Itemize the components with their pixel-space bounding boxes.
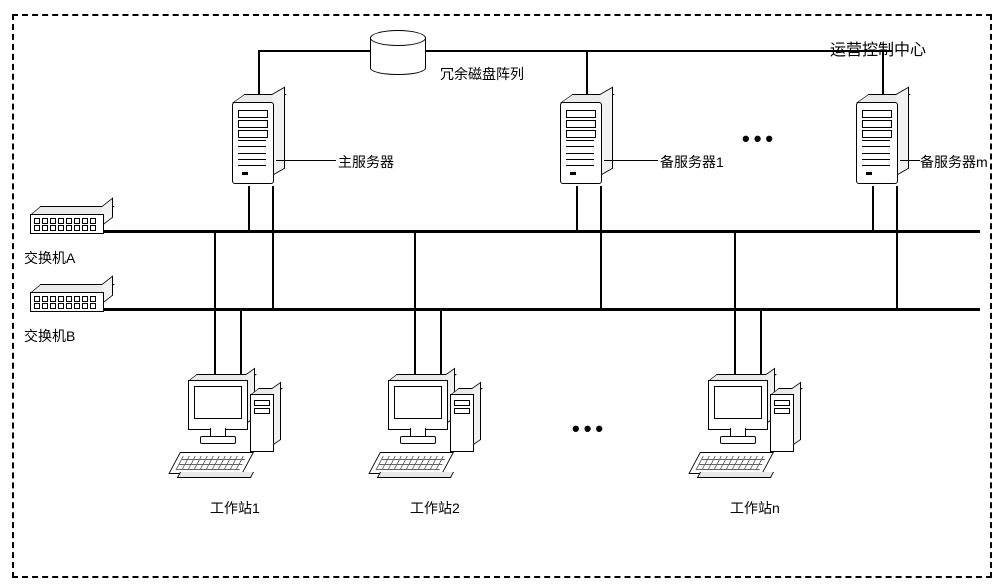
server-main-leader [276, 160, 336, 161]
switch-a-label: 交换机A [24, 248, 75, 268]
server-ellipsis: ••• [742, 126, 777, 152]
workstation-ellipsis: ••• [572, 416, 607, 442]
server-rail [258, 50, 892, 52]
workstation-2-icon [380, 380, 490, 490]
server-backup1-icon [560, 94, 616, 186]
diagram-canvas: { "frame": { "x": 12, "y": 14, "w": 976,… [0, 0, 1000, 587]
server-backupm-icon [856, 94, 912, 186]
server-bakm-rail-drop [882, 50, 884, 100]
frame [12, 14, 992, 578]
server-backupm-label: 备服务器m [920, 152, 988, 172]
server-main-icon [232, 94, 288, 186]
riser-ws2-a [414, 231, 416, 379]
server-bak1-leader [604, 160, 658, 161]
disk-array-icon [370, 30, 424, 74]
bus-bottom [62, 308, 980, 311]
switch-a-icon [30, 206, 116, 236]
riser-wsn-a [734, 231, 736, 379]
drop-main-a [248, 186, 250, 232]
riser-ws1-a [214, 231, 216, 379]
drop-bak1-b [600, 186, 602, 310]
server-main-label: 主服务器 [338, 152, 394, 172]
drop-bakm-b [896, 186, 898, 310]
workstation-n-icon [700, 380, 810, 490]
disk-label: 冗余磁盘阵列 [440, 64, 524, 84]
server-backup1-label: 备服务器1 [660, 152, 724, 172]
riser-wsn-b [760, 309, 762, 379]
title-label: 运营控制中心 [830, 36, 926, 60]
drop-bak1-a [576, 186, 578, 232]
workstation-2-label: 工作站2 [410, 498, 460, 518]
switch-b-label: 交换机B [24, 326, 75, 346]
server-main-rail-drop [258, 50, 260, 100]
workstation-1-icon [180, 380, 290, 490]
drop-main-b [272, 186, 274, 310]
bus-top [62, 230, 980, 233]
workstation-n-label: 工作站n [730, 498, 780, 518]
drop-bakm-a [872, 186, 874, 232]
server-bakm-leader [900, 160, 920, 161]
server-bak1-rail-drop [586, 50, 588, 100]
switch-b-icon [30, 284, 116, 314]
workstation-1-label: 工作站1 [210, 498, 260, 518]
riser-ws2-b [440, 309, 442, 379]
riser-ws1-b [240, 309, 242, 379]
